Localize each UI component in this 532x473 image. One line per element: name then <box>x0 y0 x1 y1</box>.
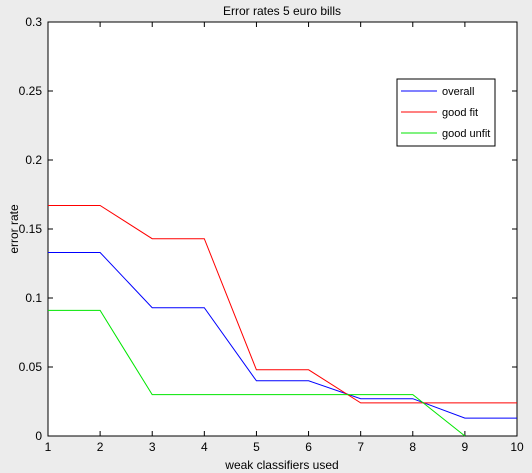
x-tick-label: 7 <box>357 440 364 454</box>
y-tick-label: 0.25 <box>19 84 43 98</box>
x-tick-label: 8 <box>409 440 416 454</box>
legend-label-overall: overall <box>442 86 474 98</box>
series-line-overall <box>48 252 517 419</box>
y-tick-label: 0.2 <box>25 153 42 167</box>
y-axis-label: error rate <box>7 204 21 254</box>
x-tick-label: 5 <box>253 440 260 454</box>
x-tick-label: 10 <box>510 440 524 454</box>
chart-title: Error rates 5 euro bills <box>223 4 341 18</box>
y-tick-label: 0.3 <box>25 15 42 29</box>
series-lines <box>48 205 517 437</box>
x-tick-label: 4 <box>201 440 208 454</box>
y-tick-label: 0.15 <box>19 222 43 236</box>
y-tick-label: 0 <box>35 429 42 443</box>
y-tick-label: 0.1 <box>25 291 42 305</box>
x-axis-label: weak classifiers used <box>224 458 338 472</box>
x-tick-label: 3 <box>149 440 156 454</box>
y-tick-label: 0.05 <box>19 360 43 374</box>
axis-ticks: 1 2 3 4 5 6 7 8 9 10 0 0.05 0.1 0.15 0.2 0.25 0.3 <box>19 15 524 454</box>
x-tick-label: 6 <box>305 440 312 454</box>
legend-label-good-fit: good fit <box>442 107 478 119</box>
series-line-good-unfit <box>48 309 466 437</box>
legend-label-good-unfit: good unfit <box>442 128 490 140</box>
legend: overall good fit good unfit <box>396 78 496 147</box>
x-tick-label: 1 <box>45 440 52 454</box>
x-tick-label: 2 <box>97 440 104 454</box>
series-line-good-fit <box>48 205 517 404</box>
x-tick-label: 9 <box>462 440 469 454</box>
